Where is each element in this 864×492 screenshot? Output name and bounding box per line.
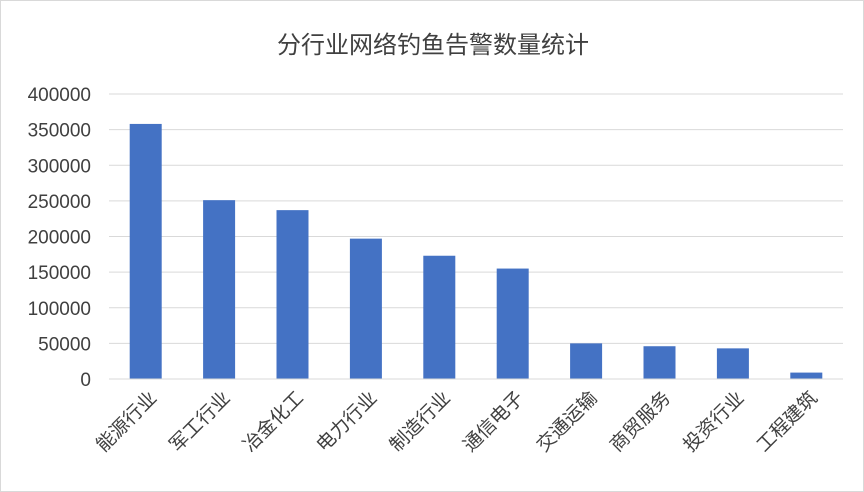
chart-title: 分行业网络钓鱼告警数量统计 — [277, 31, 589, 59]
bar — [276, 210, 309, 379]
bars — [129, 123, 823, 379]
y-tick-label: 150000 — [28, 263, 91, 284]
x-tick-label: 商贸服务 — [606, 387, 675, 456]
y-tick-label: 50000 — [38, 334, 91, 355]
x-tick-label: 能源行业 — [92, 387, 161, 456]
y-tick-label: 400000 — [28, 85, 91, 106]
y-tick-label: 250000 — [28, 192, 91, 213]
y-tick-label: 100000 — [28, 299, 91, 320]
bar — [203, 200, 236, 379]
bar — [423, 255, 456, 379]
bar — [790, 372, 823, 379]
bar — [349, 238, 382, 379]
x-tick-label: 军工行业 — [165, 387, 234, 456]
bar — [643, 346, 676, 379]
bar — [570, 343, 603, 379]
y-tick-label: 200000 — [28, 228, 91, 249]
x-tick-label: 冶金化工 — [239, 387, 308, 456]
y-tick-label: 300000 — [28, 156, 91, 177]
bar — [716, 348, 749, 379]
x-tick-label: 电力行业 — [312, 387, 381, 456]
y-tick-label: 350000 — [28, 121, 91, 142]
x-tick-label: 工程建筑 — [753, 387, 822, 456]
y-axis-ticks: 0 50000 100000 150000 200000 250000 300000 3500… — [28, 85, 91, 391]
y-tick-label: 0 — [80, 370, 91, 391]
x-tick-label: 制造行业 — [386, 387, 455, 456]
x-tick-label: 投资行业 — [679, 387, 748, 456]
x-tick-label: 交通运输 — [532, 387, 601, 456]
bar — [129, 123, 162, 379]
x-axis-ticks: 能源行业 军工行业 冶金化工 电力行业 制造行业 通信电子 交通运输 商贸服务 投资行业 工程建筑 — [92, 387, 822, 456]
bar — [496, 268, 529, 379]
x-tick-label: 通信电子 — [459, 387, 528, 456]
